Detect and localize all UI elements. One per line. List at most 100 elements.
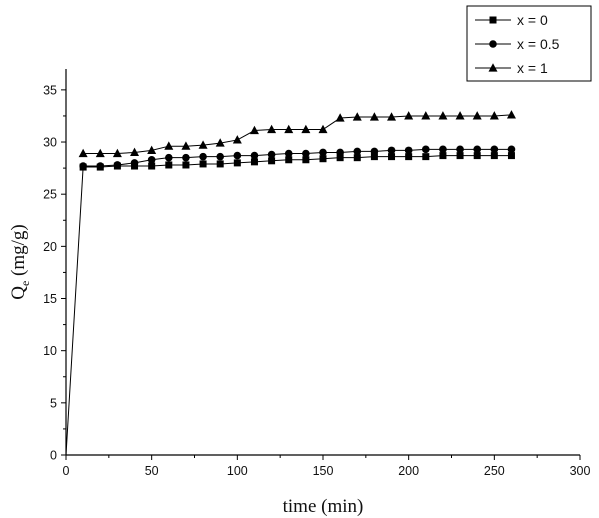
y-tick-label: 5 [50,396,57,410]
data-point-circle [319,148,327,157]
data-point-square [165,161,173,169]
y-tick-label: 35 [43,83,57,97]
data-point-circle [353,147,362,156]
series-line [83,114,512,154]
legend-marker-triangle [488,63,498,72]
data-point-square [405,153,413,161]
y-tick-label: 15 [43,292,57,306]
data-point-square [507,152,515,160]
data-point-triangle [404,111,414,120]
data-point-circle [439,145,447,154]
data-point-triangle [421,111,431,120]
series-line [65,155,512,456]
x-tick-label: 150 [313,464,334,478]
legend-marker-circle [489,40,497,48]
data-point-circle [404,146,413,155]
y-tick-label: 20 [43,240,57,254]
data-point-square [268,157,276,165]
legend-label: x = 1 [517,60,548,76]
data-point-circle [96,162,105,170]
data-point-circle [250,151,259,160]
y-tick-label: 25 [43,188,57,202]
data-point-square [233,159,241,167]
data-point-triangle [215,138,225,147]
data-point-square [250,158,258,166]
data-point-circle [216,152,224,161]
data-point-circle [199,152,207,161]
data-point-circle [165,153,173,162]
x-tick-label: 200 [398,464,419,478]
series-triangle [78,110,516,158]
data-point-triangle [130,147,140,157]
y-axis-title-subscript: e [18,281,32,286]
data-point-square [182,161,190,169]
data-point-circle [490,145,499,154]
data-point-triangle [352,112,362,121]
legend-label: x = 0.5 [517,36,560,52]
y-tick-label: 30 [43,136,57,150]
data-point-square [199,160,207,168]
y-axis-title-unit: (mg/g) [8,224,29,280]
data-point-triangle [335,113,345,122]
series-layer [65,110,516,456]
data-point-square [388,153,396,161]
data-point-square [439,152,447,160]
data-point-triangle [369,112,379,121]
legend: x = 0 x = 0.5 x = 1 [466,5,592,82]
data-point-square [285,156,293,164]
legend-entry: x = 0.5 [475,36,560,52]
x-tick-label: 50 [145,464,159,478]
data-point-triangle [181,141,191,150]
data-point-circle [336,148,344,157]
data-point-circle [79,162,87,170]
x-axis-title: time (min) [283,496,364,517]
data-point-square [473,152,481,160]
data-point-circle [233,151,242,160]
data-point-circle [456,145,464,154]
data-point-square [302,156,310,164]
data-point-square [370,153,378,161]
data-point-triangle [249,125,259,135]
data-point-triangle [455,111,465,120]
legend-entry: x = 1 [475,60,548,76]
data-point-circle [302,149,310,158]
data-point-square [353,154,361,162]
x-tick-label: 300 [570,464,591,478]
data-point-triangle [489,111,499,120]
data-point-square [336,154,344,162]
data-point-triangle [232,135,242,144]
y-tick-label: 10 [43,344,57,358]
data-point-circle [387,146,396,155]
data-point-square [422,153,430,161]
series-line [83,148,512,167]
data-point-square [490,152,498,160]
legend-marker-square [489,16,497,24]
series-square [65,152,515,456]
axis-ticks: 0 50 100 150 200 250 300 0 5 10 15 20 25 30 35 [43,83,590,478]
data-point-square [216,160,224,168]
data-point-circle [182,153,190,162]
data-point-circle [284,149,293,158]
data-point-circle [130,159,139,167]
data-point-triangle [284,124,294,134]
data-point-triangle [164,141,174,150]
data-point-triangle [318,124,328,134]
data-point-circle [147,155,156,164]
data-point-triangle [438,111,448,120]
y-tick-label: 0 [50,449,57,463]
legend-label: x = 0 [517,12,548,28]
data-point-circle [113,161,122,169]
x-tick-label: 250 [484,464,505,478]
y-axis-title: Qe (mg/g) [8,224,32,300]
data-point-triangle [112,148,122,158]
data-point-triangle [267,124,277,134]
data-point-triangle [78,148,88,158]
data-point-circle [422,145,430,154]
data-point-triangle [472,111,482,120]
data-point-circle [370,147,379,156]
data-point-triangle [198,140,208,149]
data-point-triangle [301,124,311,134]
x-tick-label: 0 [63,464,70,478]
data-point-square [148,162,156,170]
